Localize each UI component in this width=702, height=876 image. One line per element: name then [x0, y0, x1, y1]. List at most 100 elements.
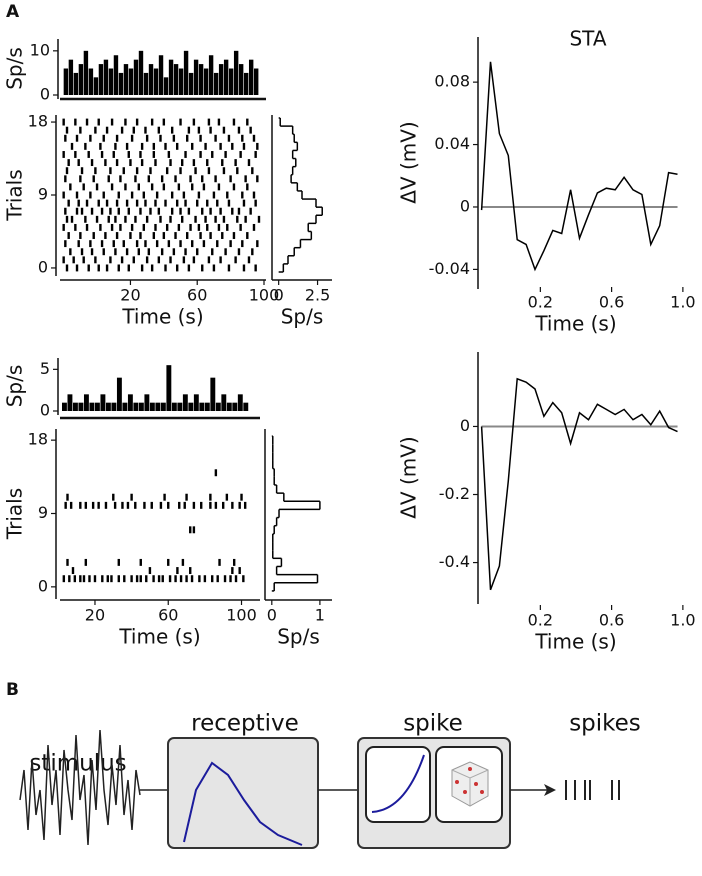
spike — [217, 223, 221, 231]
psth-bar — [199, 402, 205, 411]
spike — [82, 183, 85, 191]
y-tick-label: 18 — [28, 430, 48, 449]
spike — [207, 118, 211, 126]
spike — [112, 151, 115, 158]
spike — [242, 199, 246, 207]
spike — [170, 191, 174, 199]
psth-bar — [133, 402, 139, 411]
spike — [90, 207, 94, 215]
spike — [216, 240, 219, 248]
psth-bar — [173, 64, 179, 95]
spike — [79, 575, 82, 583]
psth-bar — [88, 68, 94, 95]
spike — [104, 159, 107, 167]
psth-bar — [118, 72, 124, 95]
spike — [97, 501, 100, 509]
spike — [224, 248, 227, 256]
psth-bar — [89, 402, 95, 411]
spike — [144, 199, 147, 207]
spike — [74, 223, 77, 231]
spike — [174, 175, 177, 183]
spike — [231, 142, 234, 150]
spike — [251, 167, 254, 175]
y-tick-label: -0.4 — [439, 552, 470, 571]
y-tick-label: 0 — [38, 257, 48, 276]
psth-bar — [232, 402, 238, 411]
dice-dot — [480, 790, 484, 794]
spike — [249, 207, 252, 215]
spike — [161, 575, 164, 583]
psth-bar — [98, 64, 104, 95]
spike — [77, 159, 80, 167]
spike — [65, 264, 69, 272]
psth-bar — [113, 55, 119, 95]
spike — [214, 501, 218, 509]
spike — [139, 151, 142, 158]
spike — [120, 256, 124, 264]
spike — [162, 232, 166, 239]
spike — [135, 199, 139, 207]
y-tick-label: 5 — [40, 359, 50, 378]
y-axis-label: Sp/s — [3, 365, 27, 408]
spike — [135, 575, 139, 583]
spike — [127, 207, 130, 215]
psth-bar — [238, 64, 244, 95]
spike — [199, 151, 202, 158]
spike — [82, 575, 86, 583]
spike — [170, 207, 174, 215]
spike — [185, 493, 188, 501]
x-tick-label: 0.2 — [528, 611, 553, 630]
dice-dot — [468, 767, 472, 771]
spike — [157, 126, 161, 134]
spike — [164, 264, 167, 272]
spike — [198, 575, 201, 583]
spike — [204, 142, 207, 150]
spike — [145, 215, 149, 223]
spike — [178, 501, 181, 509]
panel-chart: 0 9 18 20 60 100 Trials Time (s) — [3, 112, 280, 329]
spike — [209, 232, 212, 239]
spike — [147, 175, 151, 183]
spike — [192, 159, 196, 167]
spike — [185, 575, 188, 583]
stimulus-trace — [19, 729, 141, 846]
psth-bar — [83, 50, 89, 95]
chart-title: STA — [569, 27, 606, 51]
x-tick-label: 1.0 — [670, 611, 695, 630]
psth-bar — [68, 59, 74, 95]
spike — [110, 223, 114, 231]
spike — [102, 191, 105, 199]
x-tick-label: 1 — [315, 606, 325, 625]
spike — [164, 199, 167, 207]
spike — [109, 207, 112, 215]
spike — [71, 567, 75, 575]
spike — [140, 142, 144, 150]
spike — [174, 575, 177, 583]
spike — [192, 118, 196, 126]
psth-bar — [188, 402, 194, 411]
spike — [169, 159, 172, 167]
spike — [149, 167, 152, 175]
spike — [73, 575, 77, 583]
x-tick-label: 100 — [226, 606, 257, 625]
spike — [162, 183, 166, 191]
spike — [150, 501, 153, 509]
spike — [254, 264, 257, 272]
spike — [157, 256, 161, 264]
spike — [222, 215, 226, 223]
spike — [184, 199, 187, 207]
spike — [134, 175, 137, 183]
spike — [227, 134, 231, 142]
spike — [88, 575, 91, 583]
spike — [246, 183, 249, 191]
spike — [65, 215, 69, 223]
spike — [179, 207, 182, 215]
x-tick-label: 0 — [267, 606, 277, 625]
spike — [89, 134, 92, 142]
spike — [117, 207, 120, 215]
panel-chart: -0.4 -0.2 0 0.2 0.6 1.0 ΔV (mV) Time (s) — [397, 352, 696, 654]
spike — [97, 264, 100, 272]
psth-bar — [188, 72, 194, 95]
psth-bar — [166, 365, 172, 411]
spike — [139, 558, 142, 566]
